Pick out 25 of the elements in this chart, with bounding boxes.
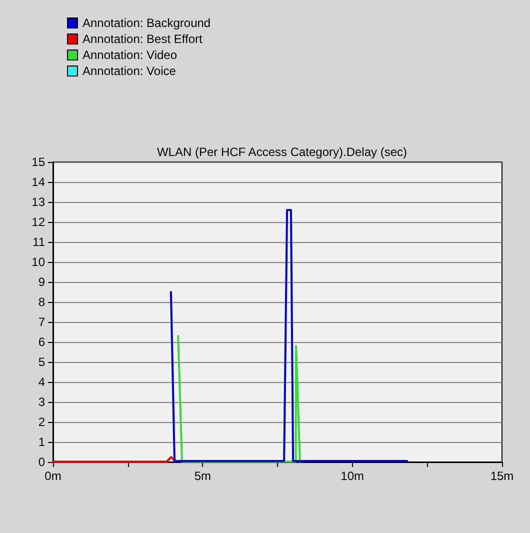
- y-tick-label: 13: [32, 195, 46, 209]
- y-tick-label: 3: [38, 395, 46, 409]
- y-tick-label: 10: [32, 255, 46, 269]
- y-tick-label: 14: [32, 175, 46, 189]
- y-tick-label: 9: [38, 275, 46, 289]
- y-tick-label: 1: [38, 435, 46, 449]
- y-tick-label: 4: [38, 375, 46, 389]
- y-tick-label: 5: [38, 355, 46, 369]
- x-tick-label: 5m: [194, 469, 212, 483]
- y-tick-label: 2: [38, 415, 46, 429]
- x-tick-label: 10m: [340, 469, 364, 483]
- chart-title: WLAN (Per HCF Access Category).Delay (sec): [156, 145, 408, 159]
- y-tick-label: 15: [32, 155, 46, 169]
- y-tick-label: 8: [38, 295, 46, 309]
- x-tick-label: 0m: [44, 469, 62, 483]
- x-tick-label: 15m: [490, 469, 514, 483]
- legend-label: Annotation: Best Effort: [82, 32, 204, 46]
- y-tick-label: 7: [38, 315, 46, 329]
- legend-label: Annotation: Background: [82, 16, 211, 30]
- legend-label: Annotation: Video: [82, 48, 178, 62]
- y-tick-label: 11: [32, 235, 46, 249]
- legend-label: Annotation: Voice: [82, 64, 176, 78]
- y-tick-label: 6: [38, 335, 46, 349]
- y-tick-label: 0: [38, 455, 46, 469]
- y-tick-label: 12: [32, 215, 46, 229]
